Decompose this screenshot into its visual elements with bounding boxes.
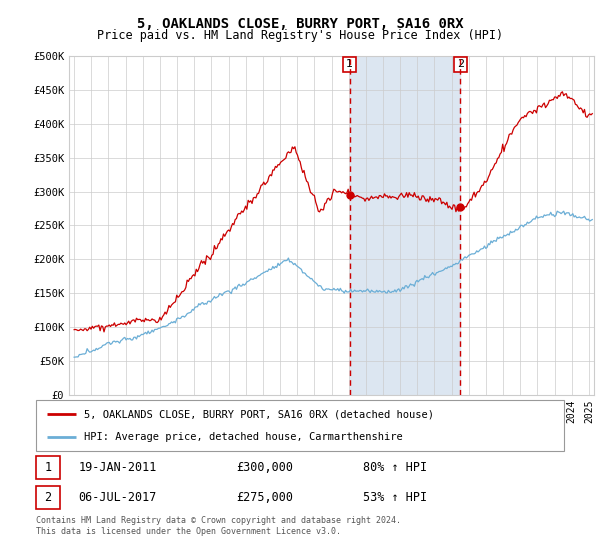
- Text: 5, OAKLANDS CLOSE, BURRY PORT, SA16 0RX (detached house): 5, OAKLANDS CLOSE, BURRY PORT, SA16 0RX …: [83, 409, 434, 419]
- FancyBboxPatch shape: [36, 455, 60, 479]
- FancyBboxPatch shape: [36, 400, 564, 451]
- Text: 2: 2: [44, 491, 52, 504]
- Text: 2: 2: [457, 59, 464, 69]
- Text: £300,000: £300,000: [236, 460, 293, 474]
- Text: 19-JAN-2011: 19-JAN-2011: [78, 460, 157, 474]
- Text: Price paid vs. HM Land Registry's House Price Index (HPI): Price paid vs. HM Land Registry's House …: [97, 29, 503, 42]
- Text: 1: 1: [346, 59, 353, 69]
- FancyBboxPatch shape: [36, 486, 60, 509]
- Text: HPI: Average price, detached house, Carmarthenshire: HPI: Average price, detached house, Carm…: [83, 432, 402, 442]
- Text: £275,000: £275,000: [236, 491, 293, 504]
- Text: 80% ↑ HPI: 80% ↑ HPI: [364, 460, 427, 474]
- Text: 1: 1: [44, 460, 52, 474]
- Text: 5, OAKLANDS CLOSE, BURRY PORT, SA16 0RX: 5, OAKLANDS CLOSE, BURRY PORT, SA16 0RX: [137, 17, 463, 31]
- Bar: [350, 56, 460, 395]
- Text: 53% ↑ HPI: 53% ↑ HPI: [364, 491, 427, 504]
- Text: 06-JUL-2017: 06-JUL-2017: [78, 491, 157, 504]
- Text: Contains HM Land Registry data © Crown copyright and database right 2024.
This d: Contains HM Land Registry data © Crown c…: [36, 516, 401, 536]
